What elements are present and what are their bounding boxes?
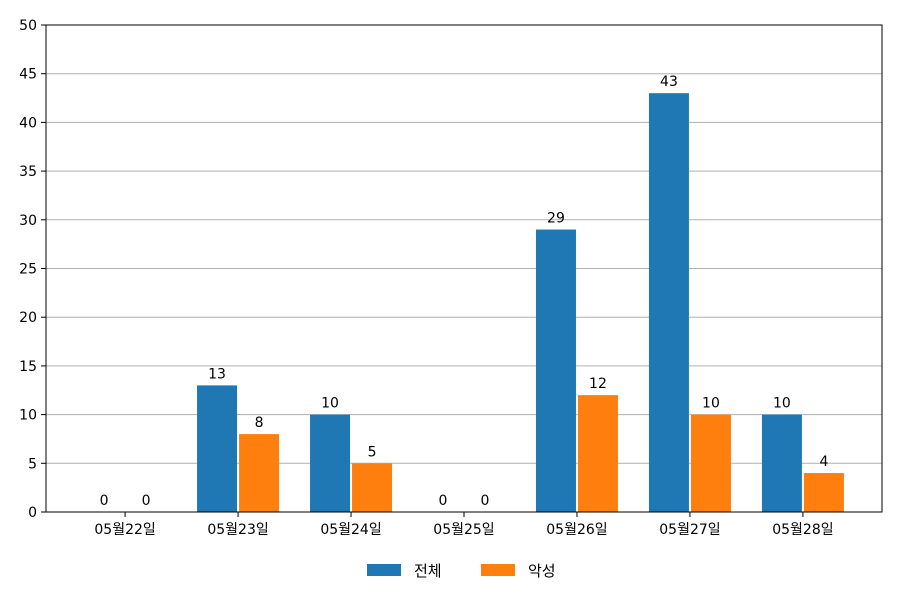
y-axis: 0 5 10 15 20 25 30 35 40 45 50 bbox=[19, 18, 46, 521]
y-tick-label: 5 bbox=[28, 456, 37, 472]
data-label: 5 bbox=[368, 444, 377, 460]
data-label: 8 bbox=[255, 415, 264, 431]
plot-frame bbox=[45, 24, 883, 513]
bar-전체 bbox=[535, 229, 576, 513]
legend-label: 전체 bbox=[414, 562, 442, 580]
data-label: 13 bbox=[208, 366, 226, 382]
bar-전체 bbox=[310, 414, 351, 512]
x-tick-label: 05월28일 bbox=[772, 522, 833, 538]
data-label: 0 bbox=[481, 493, 490, 509]
legend: 전체 악성 bbox=[367, 562, 556, 580]
bar-전체 bbox=[197, 385, 238, 512]
legend-swatch bbox=[481, 564, 515, 576]
data-label: 12 bbox=[589, 376, 607, 392]
data-label: 43 bbox=[660, 74, 678, 90]
y-tick-label: 40 bbox=[19, 115, 37, 131]
x-tick-label: 05월27일 bbox=[659, 522, 720, 538]
y-tick-label: 35 bbox=[19, 164, 37, 180]
y-tick-label: 10 bbox=[19, 408, 37, 424]
y-tick-label: 45 bbox=[19, 67, 37, 83]
bar-악성 bbox=[352, 463, 393, 512]
y-tick-label: 15 bbox=[19, 359, 37, 375]
x-tick-label: 05월23일 bbox=[207, 522, 268, 538]
bar-악성 bbox=[577, 395, 618, 512]
data-label: 10 bbox=[773, 396, 791, 412]
legend-label: 악성 bbox=[528, 562, 556, 580]
gridlines bbox=[46, 73, 882, 464]
bar-악성 bbox=[690, 414, 731, 512]
bars bbox=[197, 93, 844, 513]
data-label: 10 bbox=[321, 396, 339, 412]
x-axis: 05월22일 05월23일 05월24일 05월25일 05월26일 05월27일 05월2… bbox=[94, 512, 834, 538]
data-label: 4 bbox=[819, 454, 828, 470]
data-label: 29 bbox=[547, 211, 565, 227]
y-tick-label: 0 bbox=[28, 505, 37, 521]
y-tick-label: 50 bbox=[19, 18, 37, 34]
data-label: 0 bbox=[142, 493, 151, 509]
x-tick-label: 05월24일 bbox=[320, 522, 381, 538]
data-label: 0 bbox=[439, 493, 448, 509]
y-tick-label: 20 bbox=[19, 310, 37, 326]
bar-전체 bbox=[761, 414, 802, 512]
bar-악성 bbox=[803, 473, 844, 512]
x-tick-label: 05월26일 bbox=[546, 522, 607, 538]
x-tick-label: 05월22일 bbox=[94, 522, 155, 538]
y-tick-label: 30 bbox=[19, 213, 37, 229]
data-labels: 0 0 13 8 10 5 0 0 29 12 43 10 10 4 bbox=[100, 74, 829, 509]
data-label: 0 bbox=[100, 493, 109, 509]
bar-악성 bbox=[239, 434, 280, 512]
legend-swatch bbox=[367, 564, 401, 576]
bar-전체 bbox=[648, 93, 689, 513]
y-tick-label: 25 bbox=[19, 262, 37, 278]
data-label: 10 bbox=[702, 396, 720, 412]
x-tick-label: 05월25일 bbox=[433, 522, 494, 538]
